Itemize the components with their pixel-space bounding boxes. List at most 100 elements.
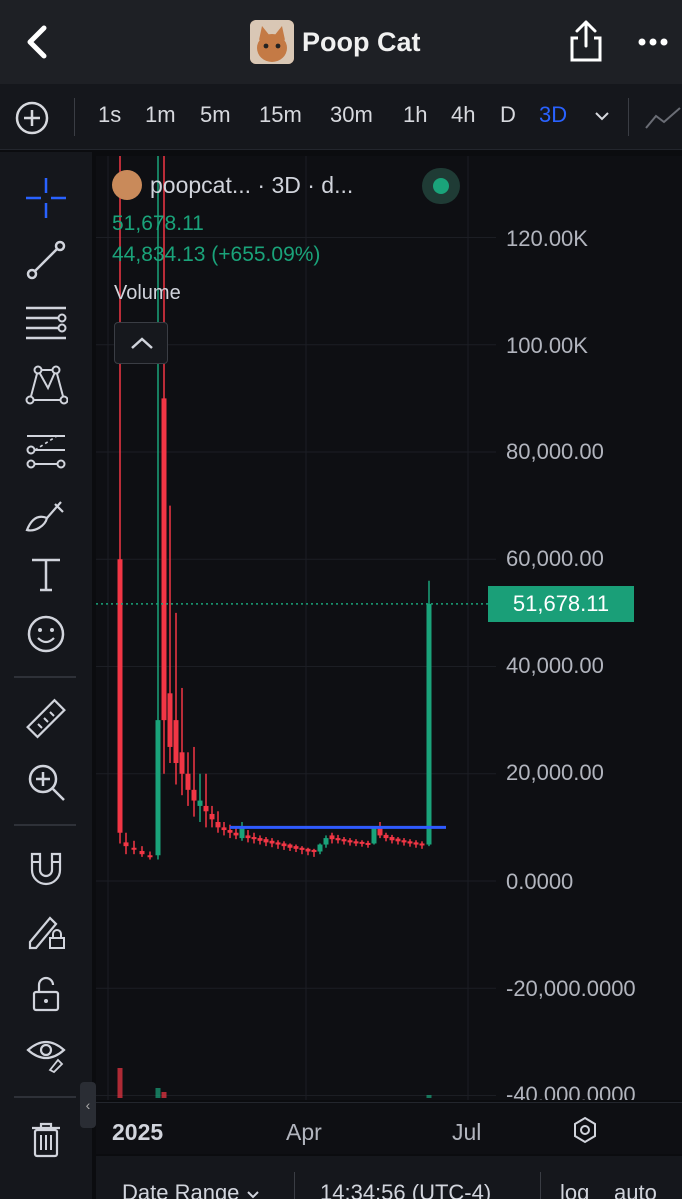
- crosshair-tool[interactable]: [20, 172, 72, 224]
- candle-body: [197, 800, 203, 806]
- magnet-tool[interactable]: [20, 842, 72, 894]
- candle-body: [281, 843, 287, 847]
- plus-circle-icon: [15, 101, 49, 135]
- x-tick: 2025: [112, 1119, 164, 1145]
- unlock-tool[interactable]: [20, 968, 72, 1020]
- tf-3D[interactable]: 3D: [539, 102, 568, 127]
- date-range-button[interactable]: Date Range: [122, 1180, 260, 1199]
- tf-5m[interactable]: 5m: [200, 102, 231, 127]
- zoom-tool[interactable]: [20, 756, 72, 808]
- chevron-up-icon: [131, 337, 153, 349]
- measure-tool[interactable]: [20, 694, 72, 746]
- chart-pane[interactable]: [96, 0, 682, 1100]
- trash-icon: [32, 1122, 60, 1158]
- brush-tool[interactable]: [20, 488, 72, 540]
- toolbar-divider: [14, 676, 76, 678]
- chevron-down-icon: [246, 1191, 259, 1199]
- pattern-tool[interactable]: [20, 358, 72, 410]
- text-tool[interactable]: [20, 548, 72, 600]
- pattern-icon: [25, 365, 68, 405]
- candle-body: [389, 837, 395, 841]
- tf-1s[interactable]: 1s: [98, 102, 122, 127]
- visibility-tool[interactable]: [20, 1026, 72, 1078]
- candle-body: [215, 822, 221, 828]
- add-indicator-button[interactable]: [14, 100, 50, 136]
- candle-body: [323, 838, 329, 845]
- share-button[interactable]: [566, 18, 606, 64]
- prediction-tool[interactable]: [20, 424, 72, 476]
- fib-tool[interactable]: [20, 296, 72, 348]
- candle-body: [139, 850, 145, 855]
- app-header: Poop Cat: [0, 0, 682, 84]
- lock-drawings-tool[interactable]: [20, 904, 72, 956]
- price-chart[interactable]: [96, 0, 682, 1100]
- y-tick: -40,000.0000: [506, 1082, 636, 1100]
- toolbar-collapse-handle[interactable]: ‹: [80, 1082, 96, 1128]
- candle-body: [311, 849, 317, 853]
- timeframe-dropdown[interactable]: [592, 108, 612, 124]
- crosshair-icon: [26, 178, 66, 218]
- more-button[interactable]: [630, 28, 674, 56]
- tf-15m[interactable]: 15m: [259, 102, 302, 127]
- candle-body: [147, 855, 153, 858]
- trendline-icon: [26, 240, 66, 280]
- trendline-tool[interactable]: [20, 234, 72, 286]
- tf-D[interactable]: D: [500, 102, 516, 127]
- time-axis[interactable]: 2025 Apr Jul: [96, 1102, 682, 1154]
- fib-lines-icon: [26, 306, 67, 340]
- volume-bar: [161, 1092, 167, 1098]
- y-tick: 20,000.00: [506, 760, 604, 785]
- y-tick: 80,000.00: [506, 439, 604, 464]
- candle-body: [155, 720, 161, 856]
- line-chart-type-icon[interactable]: [644, 104, 682, 132]
- emoji-tool[interactable]: [20, 608, 72, 660]
- remove-drawings-tool[interactable]: [20, 1114, 72, 1166]
- tf-1m[interactable]: 1m: [145, 102, 176, 127]
- candle-body: [179, 752, 185, 774]
- candle-body: [209, 813, 215, 820]
- tf-30m[interactable]: 30m: [330, 102, 373, 127]
- legend-header[interactable]: poopcat... · 3D · d...: [112, 170, 353, 200]
- brush-icon: [25, 501, 64, 532]
- lock-edit-icon: [28, 916, 65, 950]
- x-tick: Jul: [452, 1119, 482, 1145]
- candle-body: [167, 693, 173, 747]
- date-range-label: Date Range: [122, 1180, 240, 1199]
- y-tick: 100.00K: [506, 333, 588, 358]
- candle-body: [269, 840, 275, 844]
- candle-body: [377, 828, 383, 836]
- candle-body: [191, 789, 197, 801]
- tf-4h[interactable]: 4h: [451, 102, 476, 127]
- page-title: Poop Cat: [302, 26, 421, 57]
- candle-body: [347, 840, 353, 843]
- candle-body: [287, 844, 293, 848]
- candle-body: [371, 828, 377, 844]
- candle-body: [299, 847, 305, 850]
- candle-body: [401, 840, 407, 843]
- candle-body: [305, 848, 311, 852]
- legend-price: 51,678.11: [112, 212, 204, 235]
- candle-body: [245, 835, 251, 839]
- volume-label: Volume: [114, 282, 181, 304]
- market-status-indicator[interactable]: [422, 168, 460, 204]
- candle-body: [239, 827, 245, 839]
- candle-body: [293, 846, 299, 849]
- log-scale-toggle[interactable]: log: [560, 1180, 590, 1199]
- volume-bars: [117, 1068, 432, 1098]
- clock-timezone[interactable]: 14:34:56 (UTC-4): [320, 1180, 492, 1199]
- candle-body: [335, 838, 341, 841]
- chart-settings-button[interactable]: [570, 1115, 600, 1145]
- legend-avatar: [112, 170, 142, 200]
- tf-1h[interactable]: 1h: [403, 102, 428, 127]
- candle-body: [365, 842, 371, 845]
- candle-body: [227, 830, 233, 833]
- collapse-legend-button[interactable]: [114, 322, 168, 364]
- back-button[interactable]: [14, 18, 58, 66]
- candle-body: [395, 838, 401, 842]
- auto-scale-toggle[interactable]: auto: [614, 1180, 657, 1199]
- title-group: Poop Cat: [250, 20, 421, 64]
- last-price-tag: 51,678.11: [488, 586, 634, 622]
- chevron-left-icon: [27, 25, 47, 59]
- candle-body: [341, 839, 347, 842]
- drawing-toolbar: [0, 152, 92, 1199]
